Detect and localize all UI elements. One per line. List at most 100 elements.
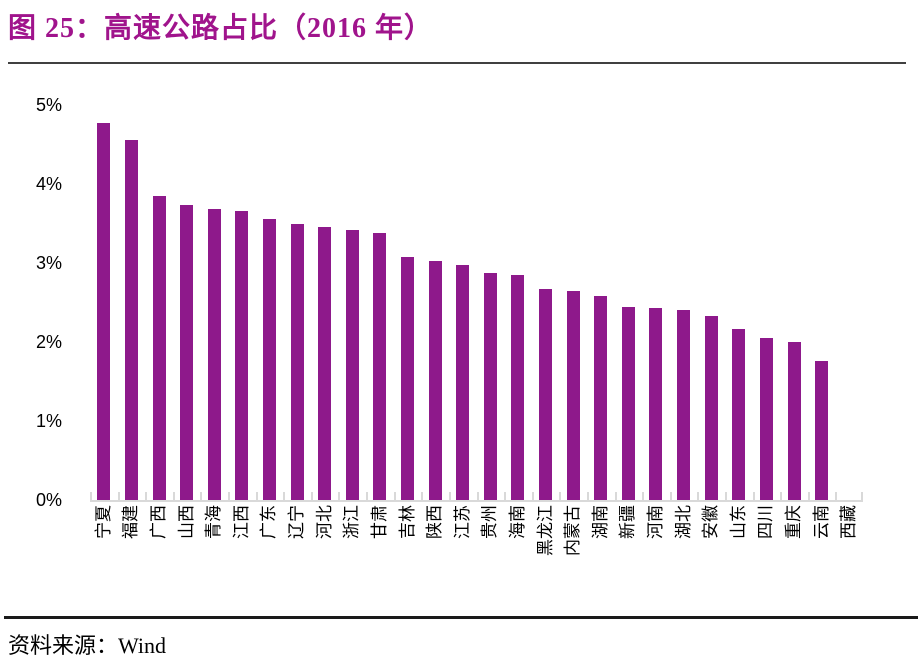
- x-category-label: 河北: [314, 505, 334, 539]
- bar-column-辽宁: [283, 105, 311, 500]
- bar-column-海南: [504, 105, 532, 500]
- bar-column-宁夏: [90, 105, 118, 500]
- y-tick-label: 1%: [35, 411, 62, 431]
- x-category-cell: 湖北: [670, 505, 698, 617]
- bar: [815, 360, 829, 500]
- bar-column-湖北: [670, 105, 698, 500]
- x-category-cell: 宁夏: [90, 505, 118, 617]
- x-category-label: 山西: [176, 505, 196, 539]
- x-axis-tick: [173, 492, 175, 500]
- x-category-cell: 江西: [228, 505, 256, 617]
- bar: [262, 218, 276, 500]
- x-axis-tick: [861, 492, 863, 500]
- bar-column-山西: [173, 105, 201, 500]
- bar-column-江西: [228, 105, 256, 500]
- bar: [787, 342, 801, 500]
- x-category-cell: 青海: [200, 505, 228, 617]
- bar-column-贵州: [477, 105, 505, 500]
- bar-column-甘肃: [366, 105, 394, 500]
- x-axis-tick: [477, 492, 479, 500]
- x-axis-tick: [615, 492, 617, 500]
- bar-column-福建: [118, 105, 146, 500]
- bar-plot-area: [90, 105, 863, 500]
- x-category-label: 四川: [756, 505, 776, 539]
- x-axis-tick: [587, 492, 589, 500]
- bar: [428, 261, 442, 500]
- x-axis-labels: 宁夏 福建 广西 山西 青海 江西 广东 辽宁 河北 浙江 甘肃 吉林 陕西 江苏 贵州 海南 黑龙江 内蒙古 湖南…: [90, 505, 863, 617]
- source-label: 资料来源：Wind: [8, 633, 166, 658]
- bar-column-山东: [725, 105, 753, 500]
- x-category-cell: 西藏: [835, 505, 863, 617]
- x-category-label: 重庆: [784, 505, 804, 539]
- x-axis-tick: [532, 492, 534, 500]
- x-category-cell: 山西: [173, 505, 201, 617]
- y-tick-label: 4%: [35, 174, 62, 194]
- x-category-cell: 河南: [642, 505, 670, 617]
- x-category-label: 安徽: [701, 505, 721, 539]
- x-axis-tick: [200, 492, 202, 500]
- bar: [401, 256, 414, 500]
- x-category-label: 广东: [259, 505, 279, 539]
- x-axis-tick: [256, 492, 258, 500]
- bar-column-新疆: [615, 105, 643, 500]
- bar-column-四川: [753, 105, 781, 500]
- y-tick-label: 5%: [35, 95, 62, 115]
- x-category-cell: 浙江: [338, 505, 366, 617]
- x-axis-tick: [559, 492, 561, 500]
- bar-column-广西: [145, 105, 173, 500]
- bar: [124, 139, 138, 500]
- x-category-cell: 新疆: [615, 505, 643, 617]
- x-category-cell: 海南: [504, 505, 532, 617]
- bar: [97, 123, 111, 500]
- x-category-label: 广西: [149, 505, 169, 539]
- title-divider-line: [8, 62, 906, 64]
- x-category-label: 甘肃: [369, 505, 389, 539]
- x-axis-tick: [421, 492, 423, 500]
- bar: [180, 205, 194, 500]
- bar-column-陕西: [421, 105, 449, 500]
- bar: [759, 338, 773, 500]
- x-category-label: 青海: [204, 505, 224, 539]
- bar: [207, 208, 221, 500]
- x-category-cell: 福建: [118, 505, 146, 617]
- bar-column-青海: [200, 105, 228, 500]
- x-category-label: 河南: [645, 505, 665, 539]
- x-category-cell: 贵州: [477, 505, 505, 617]
- x-category-cell: 内蒙古: [559, 505, 587, 617]
- x-category-label: 黑龙江: [535, 505, 555, 556]
- x-axis-tick: [725, 492, 727, 500]
- x-category-cell: 黑龙江: [532, 505, 560, 617]
- bar-column-广东: [256, 105, 284, 500]
- x-category-label: 吉林: [397, 505, 417, 539]
- x-category-cell: 陕西: [421, 505, 449, 617]
- x-axis-tick: [504, 492, 506, 500]
- bar-column-吉林: [394, 105, 422, 500]
- bar-column-西藏: [835, 105, 863, 500]
- bar-column-江苏: [449, 105, 477, 500]
- x-category-label: 江西: [231, 505, 251, 539]
- x-axis-tick: [642, 492, 644, 500]
- bar-column-云南: [808, 105, 836, 500]
- chart-title: 图 25：高速公路占比（2016 年）: [8, 13, 434, 44]
- x-axis-tick: [118, 492, 120, 500]
- x-axis-line: [90, 105, 863, 502]
- x-axis-tick: [394, 492, 396, 500]
- x-category-cell: 广东: [256, 505, 284, 617]
- x-category-label: 陕西: [425, 505, 445, 539]
- y-tick-label: 2%: [35, 332, 62, 352]
- x-category-cell: 广西: [145, 505, 173, 617]
- y-tick-label: 0%: [35, 490, 62, 510]
- x-category-label: 江苏: [452, 505, 472, 539]
- x-axis-tick: [780, 492, 782, 500]
- x-axis-tick: [670, 492, 672, 500]
- bar: [566, 290, 580, 500]
- x-category-cell: 江苏: [449, 505, 477, 617]
- bottom-divider-line: [4, 616, 918, 619]
- bar: [621, 307, 635, 500]
- x-category-label: 辽宁: [287, 505, 307, 539]
- x-axis-tick: [835, 492, 837, 500]
- x-axis-tick: [697, 492, 699, 500]
- bar: [539, 289, 553, 500]
- bar: [318, 227, 332, 500]
